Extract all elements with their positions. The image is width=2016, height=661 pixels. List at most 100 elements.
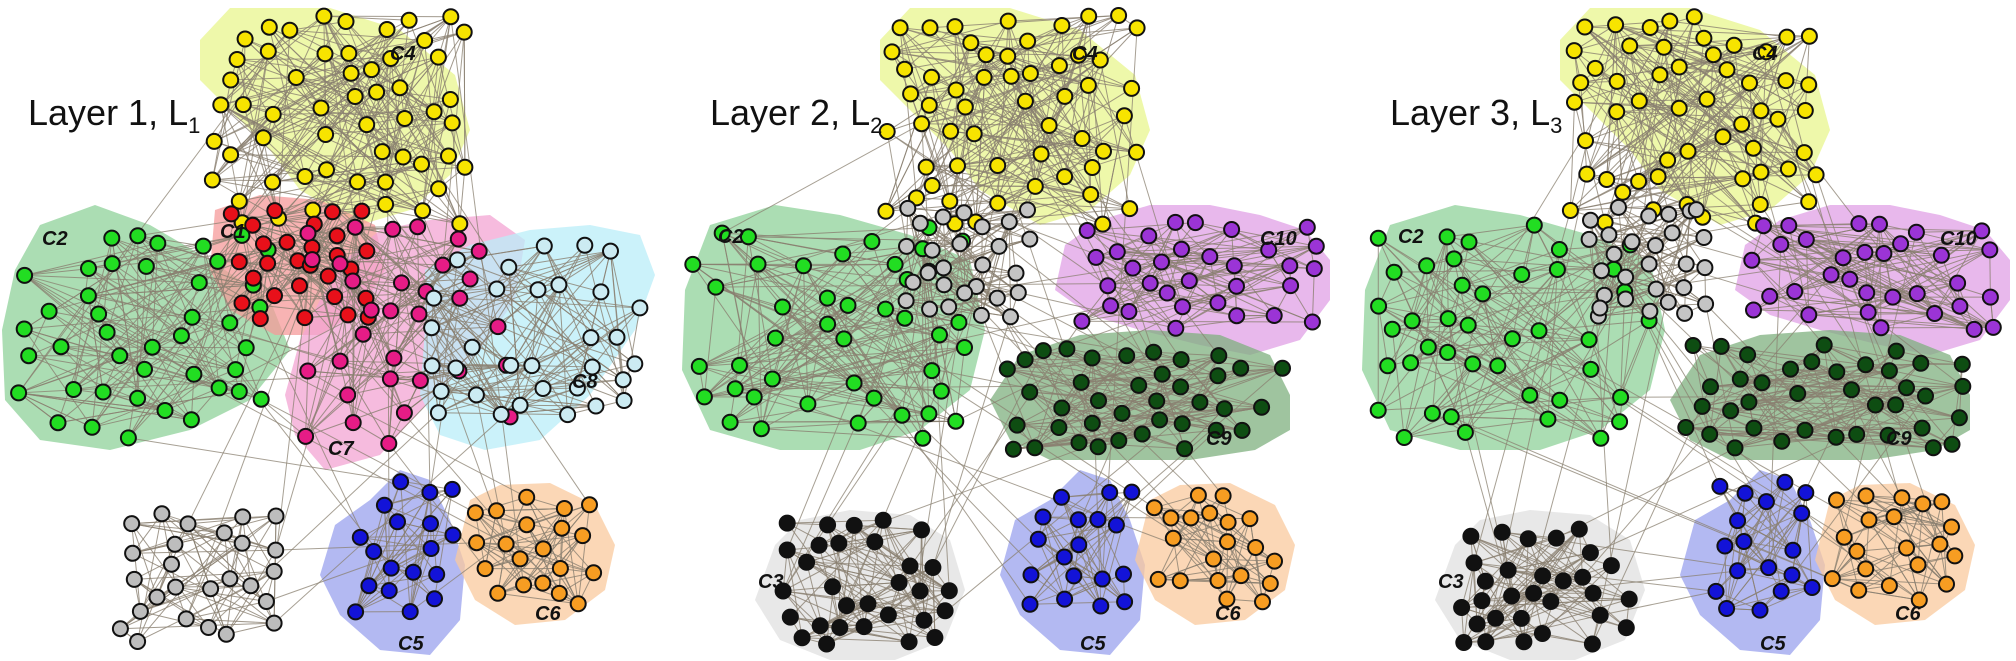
edge	[1542, 385, 1964, 577]
edge	[909, 565, 936, 638]
edge	[1218, 355, 1283, 369]
node	[265, 562, 283, 580]
edge	[1865, 495, 1952, 528]
node	[1182, 509, 1200, 527]
node	[1209, 294, 1227, 312]
edge	[1851, 389, 1934, 449]
node	[396, 110, 414, 127]
edge	[393, 357, 511, 418]
node	[312, 99, 330, 117]
edge	[1749, 82, 1754, 149]
node	[299, 362, 317, 380]
edge	[964, 40, 1028, 108]
edge	[919, 529, 922, 592]
node	[103, 255, 121, 273]
node	[1760, 559, 1778, 577]
node	[324, 203, 341, 221]
edge	[1470, 535, 1583, 578]
node	[1583, 635, 1601, 653]
edge	[757, 263, 1242, 577]
node	[956, 284, 974, 302]
edge	[220, 104, 254, 279]
node	[303, 251, 321, 269]
node	[331, 255, 349, 273]
edge	[1916, 231, 1990, 251]
node	[950, 313, 968, 331]
node	[1663, 224, 1681, 242]
edge	[450, 16, 521, 559]
edge	[537, 289, 618, 338]
edge	[131, 523, 209, 628]
node	[559, 406, 577, 424]
node	[230, 253, 248, 271]
node	[898, 237, 915, 255]
edge	[1410, 362, 1601, 439]
node	[1218, 590, 1236, 608]
node	[1123, 483, 1141, 501]
node	[1176, 440, 1194, 458]
node	[1943, 435, 1961, 453]
node	[1099, 277, 1117, 295]
edge	[1823, 344, 1837, 438]
edge	[1059, 15, 1119, 66]
edge	[932, 221, 1010, 251]
node	[1582, 211, 1599, 229]
node	[179, 515, 197, 533]
edge	[853, 525, 925, 621]
node	[98, 323, 116, 341]
node	[1722, 402, 1740, 420]
edge	[843, 338, 1031, 605]
node	[1180, 272, 1198, 290]
edge	[1569, 102, 1575, 211]
edge	[1447, 318, 1621, 398]
node	[878, 123, 896, 140]
edge	[1217, 522, 1229, 581]
edge	[352, 238, 459, 282]
node	[251, 310, 269, 328]
edge	[1034, 348, 1068, 448]
edge	[1709, 354, 1749, 435]
node	[451, 289, 469, 307]
node	[745, 388, 763, 406]
edge	[266, 534, 454, 602]
node	[422, 515, 439, 533]
node	[1140, 227, 1158, 245]
edge	[187, 523, 227, 635]
node	[1021, 230, 1039, 248]
edge	[753, 227, 930, 398]
node	[1660, 205, 1678, 223]
edge	[1117, 248, 1182, 253]
edge	[1464, 269, 1558, 433]
edge	[842, 253, 886, 310]
community-label-c6: C6	[1895, 603, 1921, 625]
edge	[610, 251, 624, 380]
node	[413, 155, 430, 173]
edge	[1657, 16, 1695, 177]
edge	[1064, 573, 1124, 600]
node	[1403, 312, 1421, 330]
edge	[739, 264, 759, 366]
edge	[1590, 220, 1612, 566]
edge	[18, 392, 166, 411]
edge	[1741, 36, 1788, 125]
edge	[1087, 85, 1137, 153]
node	[874, 511, 892, 529]
edge	[1410, 236, 1448, 363]
node	[1647, 280, 1665, 298]
edge	[730, 397, 875, 423]
edge	[339, 263, 364, 335]
edge	[1606, 44, 1735, 180]
node	[1402, 354, 1420, 372]
edge	[296, 77, 356, 97]
edge	[57, 391, 240, 424]
node	[200, 619, 217, 636]
node	[1684, 337, 1702, 354]
community-label-c4: C4	[1752, 43, 1778, 65]
edge	[1042, 516, 1102, 607]
edge	[1029, 391, 1185, 450]
edge	[1588, 238, 1882, 329]
edge	[1037, 539, 1066, 600]
node	[1676, 304, 1694, 322]
node	[244, 269, 262, 287]
edge	[616, 337, 625, 401]
